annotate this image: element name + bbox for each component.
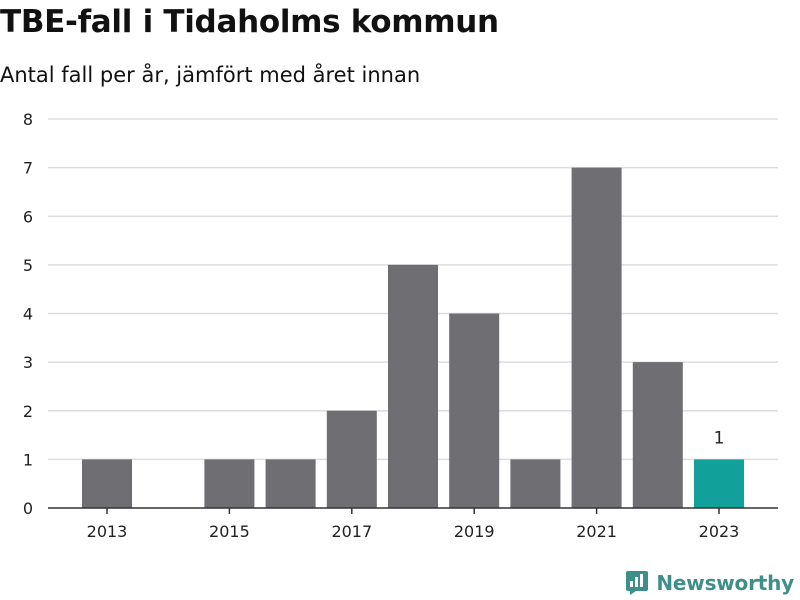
- y-tick-label: 7: [23, 159, 33, 178]
- x-tick-label: 2021: [576, 522, 617, 541]
- bar-2013: [82, 459, 132, 508]
- bar-2021: [571, 167, 622, 508]
- bar-2015: [204, 459, 255, 508]
- bar-2020: [510, 459, 561, 508]
- x-tick-label: 2023: [699, 522, 740, 541]
- y-tick-label: 1: [23, 450, 33, 469]
- bars: [82, 167, 744, 508]
- y-tick-label: 8: [23, 110, 33, 129]
- bar-2018: [388, 264, 438, 508]
- brand-name: Newsworthy: [656, 571, 794, 595]
- y-tick-label: 3: [23, 353, 33, 372]
- x-tick-label: 2017: [331, 522, 372, 541]
- data-labels: 1: [714, 428, 725, 448]
- bar-2022: [632, 362, 683, 508]
- y-tick-label: 6: [23, 207, 33, 226]
- y-axis: 0 1 2 3 4 5 6 7 8: [23, 110, 33, 518]
- data-label-2023: 1: [714, 428, 725, 448]
- bar-2019: [449, 313, 500, 508]
- x-tick-label: 2019: [454, 522, 495, 541]
- x-tick-label: 2013: [87, 522, 128, 541]
- chart-subtitle: Antal fall per år, jämfört med året inna…: [0, 63, 421, 87]
- bar-2017: [326, 410, 377, 508]
- newsworthy-logo-icon: [626, 571, 649, 595]
- y-tick-label: 5: [23, 256, 33, 275]
- x-tick-label: 2015: [209, 522, 250, 541]
- y-tick-label: 0: [23, 499, 33, 518]
- y-tick-label: 4: [23, 305, 33, 324]
- chart-title: TBE-fall i Tidaholms kommun: [0, 4, 499, 40]
- y-tick-label: 2: [23, 402, 33, 421]
- bar-2023: [694, 459, 744, 508]
- brand-logo: Newsworthy: [625, 570, 794, 596]
- x-axis: 2013 2015 2017 2019 2021 2023: [48, 507, 778, 541]
- bar-2016: [265, 459, 316, 508]
